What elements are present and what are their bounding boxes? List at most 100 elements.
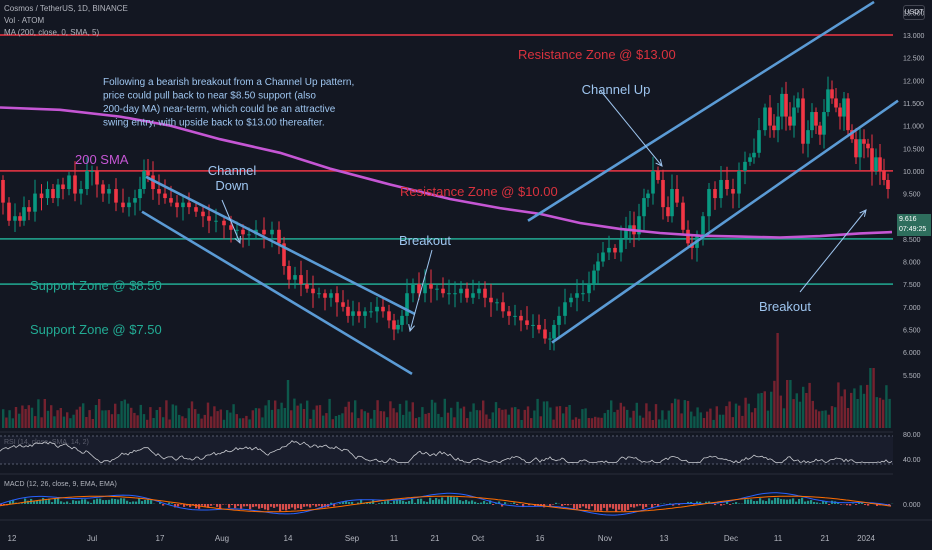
candle-body bbox=[842, 98, 846, 117]
macd-histogram-bar bbox=[732, 503, 735, 504]
volume-bar bbox=[498, 408, 501, 428]
support-850-label: Support Zone @ $8.50 bbox=[30, 278, 162, 293]
volume-bar bbox=[603, 413, 606, 428]
macd-histogram-bar bbox=[789, 499, 792, 504]
candle-body bbox=[613, 247, 617, 253]
candle-body bbox=[792, 107, 796, 126]
candle-body bbox=[784, 93, 788, 117]
volume-bar bbox=[757, 393, 760, 428]
macd-histogram-bar bbox=[561, 504, 564, 506]
volume-bar bbox=[802, 386, 805, 428]
volume-bar bbox=[72, 414, 75, 428]
x-axis-label: 13 bbox=[660, 534, 669, 543]
macd-histogram-bar bbox=[282, 504, 285, 510]
macd-tick-label: 0.000 bbox=[903, 502, 921, 509]
candle-body bbox=[886, 179, 890, 190]
candle-body bbox=[357, 311, 361, 316]
volume-bar bbox=[293, 398, 296, 428]
macd-histogram-bar bbox=[765, 501, 768, 504]
candle-body bbox=[114, 189, 118, 203]
macd-histogram-bar bbox=[60, 501, 63, 504]
macd-histogram-bar bbox=[105, 500, 108, 504]
volume-bar bbox=[485, 414, 488, 428]
macd-histogram-bar bbox=[432, 500, 435, 504]
macd-histogram-bar bbox=[600, 504, 603, 511]
candle-body bbox=[563, 302, 567, 316]
volume-bar bbox=[229, 412, 232, 428]
candle-body bbox=[138, 189, 142, 199]
macd-histogram-bar bbox=[9, 501, 12, 504]
macd-histogram-bar bbox=[510, 503, 513, 504]
volume-bar bbox=[14, 407, 18, 428]
volume-bar bbox=[299, 403, 302, 428]
macd-histogram-bar bbox=[255, 504, 258, 507]
volume-bar bbox=[482, 400, 485, 428]
volume-bar bbox=[242, 418, 245, 428]
price-axis-background bbox=[893, 0, 932, 520]
candle-body bbox=[22, 207, 26, 221]
candle-body bbox=[411, 284, 415, 294]
candle-body bbox=[453, 293, 457, 295]
volume-bar bbox=[808, 382, 811, 428]
macd-histogram-bar bbox=[855, 504, 858, 505]
macd-histogram-bar bbox=[102, 500, 105, 504]
candle-body bbox=[686, 229, 690, 244]
currency-toggle[interactable]: USDT bbox=[903, 5, 925, 20]
macd-histogram-bar bbox=[750, 499, 753, 504]
candle-body bbox=[127, 202, 131, 208]
macd-histogram-bar bbox=[39, 499, 42, 504]
volume-bar bbox=[75, 409, 78, 428]
volume-bar bbox=[856, 399, 859, 428]
volume-bar bbox=[789, 380, 792, 428]
candle-body bbox=[752, 152, 756, 158]
volume-bar bbox=[584, 408, 587, 428]
volume-bar bbox=[254, 408, 258, 428]
volume-bar bbox=[715, 406, 718, 428]
macd-histogram-bar bbox=[72, 500, 75, 504]
candle-body bbox=[501, 302, 505, 312]
candle-body bbox=[870, 148, 874, 171]
macd-histogram-bar bbox=[714, 504, 717, 506]
volume-bar bbox=[421, 407, 424, 428]
macd-histogram-bar bbox=[825, 501, 828, 504]
volume-bar bbox=[766, 410, 770, 428]
macd-histogram-bar bbox=[42, 497, 45, 504]
volume-bar bbox=[139, 404, 142, 428]
volume-bar bbox=[885, 385, 888, 428]
support-750-label: Support Zone @ $7.50 bbox=[30, 322, 162, 337]
candle-body bbox=[772, 125, 776, 131]
macd-histogram-bar bbox=[726, 501, 729, 504]
annotation-arrow bbox=[221, 199, 241, 244]
annotation-arrow bbox=[599, 89, 663, 167]
candle-body bbox=[163, 193, 167, 199]
volume-bar bbox=[488, 418, 491, 428]
volume-bar bbox=[642, 417, 645, 428]
macd-histogram-bar bbox=[783, 499, 786, 504]
macd-histogram-bar bbox=[318, 504, 321, 506]
volume-bar bbox=[597, 417, 600, 428]
volume-bar bbox=[526, 406, 530, 428]
macd-histogram-bar bbox=[393, 500, 396, 504]
price-tick-label: 11.000 bbox=[903, 124, 924, 131]
candle-body bbox=[346, 306, 350, 316]
volume-bar bbox=[792, 399, 795, 428]
macd-histogram-bar bbox=[582, 504, 585, 507]
volume-bar bbox=[872, 368, 875, 428]
volume-bar bbox=[402, 414, 405, 428]
candle-body bbox=[287, 266, 291, 280]
candle-body bbox=[194, 207, 198, 212]
candle-body bbox=[548, 338, 552, 340]
candle-body bbox=[661, 179, 665, 208]
candle-body bbox=[214, 220, 218, 222]
macd-histogram-bar bbox=[45, 500, 48, 504]
candle-body bbox=[262, 229, 266, 235]
candle-body bbox=[596, 261, 600, 271]
candle-body bbox=[133, 198, 137, 203]
macd-histogram-bar bbox=[630, 504, 633, 508]
volume-bar bbox=[520, 420, 523, 428]
macd-histogram-bar bbox=[849, 504, 852, 506]
volume-bar bbox=[53, 416, 56, 428]
candle-body bbox=[405, 293, 409, 316]
macd-histogram-bar bbox=[636, 504, 639, 507]
